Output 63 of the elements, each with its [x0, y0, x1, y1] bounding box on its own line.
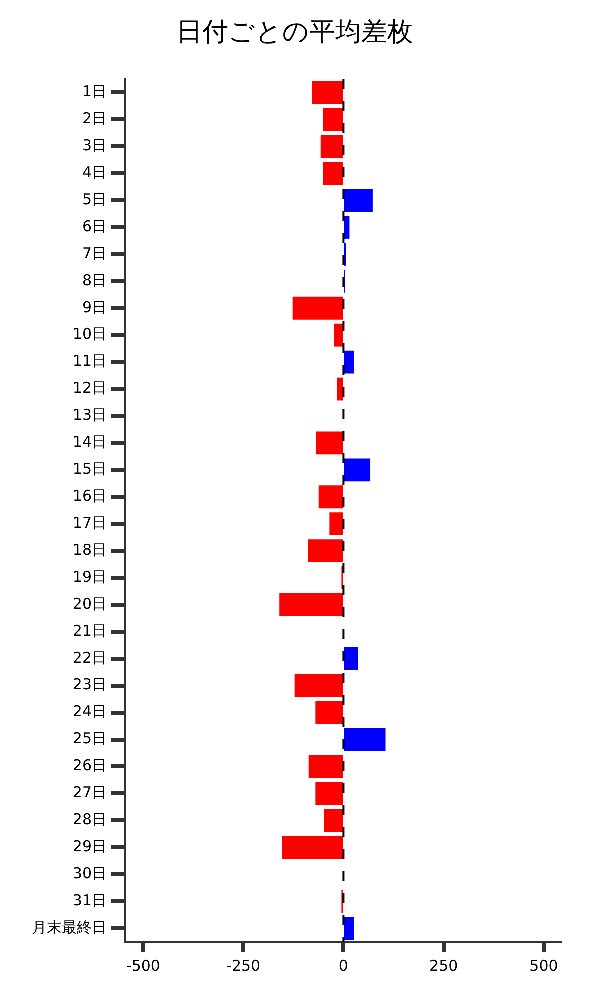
y-tick-label: 7日 — [82, 244, 107, 262]
bar — [334, 324, 344, 347]
y-tick-label: 14日 — [72, 433, 107, 452]
y-tick-label: 9日 — [82, 298, 107, 316]
bar — [294, 674, 344, 698]
y-tick-label: 17日 — [72, 514, 107, 532]
y-tick-label: 2日 — [82, 110, 107, 128]
bar — [316, 432, 344, 455]
y-tick-label: 24日 — [72, 702, 107, 721]
y-tick-label: 18日 — [72, 540, 107, 559]
x-tick-label: 500 — [530, 956, 558, 975]
y-tick-label: 29日 — [72, 838, 107, 856]
bar — [308, 755, 344, 778]
y-tick-label: 4日 — [82, 163, 107, 182]
y-tick-label: 10日 — [72, 325, 107, 344]
y-tick-label: 5日 — [82, 190, 107, 208]
chart-title: 日付ごとの平均差枚 — [176, 17, 414, 48]
bar — [282, 836, 344, 860]
bar — [344, 728, 386, 752]
bar — [316, 782, 344, 806]
x-tick-label: -500 — [126, 956, 160, 975]
y-tick-label: 20日 — [72, 594, 107, 613]
y-tick-label: 1日 — [82, 82, 107, 101]
y-tick-label: 21日 — [72, 622, 107, 640]
bar — [344, 350, 354, 374]
x-tick-label: -250 — [226, 956, 261, 975]
bar — [344, 242, 347, 266]
bar — [344, 647, 359, 670]
y-tick-label: 13日 — [72, 406, 107, 424]
bar — [280, 594, 344, 616]
y-tick-label: 25日 — [72, 730, 107, 748]
y-tick-label: 26日 — [72, 756, 107, 775]
bar — [344, 216, 350, 239]
y-tick-label: 3日 — [82, 136, 107, 154]
y-tick-label: 23日 — [72, 676, 107, 694]
y-tick-label: 月末最終日 — [32, 918, 107, 936]
bar — [292, 296, 344, 320]
bar — [323, 108, 344, 132]
bar — [344, 917, 354, 940]
bar — [324, 809, 344, 832]
y-tick-label: 30日 — [72, 864, 107, 882]
y-tick-label: 12日 — [72, 379, 107, 398]
y-tick-label: 27日 — [72, 784, 107, 802]
y-tick-label: 28日 — [72, 810, 107, 829]
bar — [316, 701, 344, 724]
bar — [320, 135, 344, 158]
y-tick-label: 31日 — [72, 891, 107, 910]
y-tick-label: 19日 — [72, 568, 107, 586]
y-tick-label: 6日 — [82, 217, 107, 236]
bar — [344, 189, 373, 212]
y-tick-label: 15日 — [72, 460, 107, 478]
x-tick-label: 0 — [338, 956, 348, 975]
bar — [344, 458, 371, 482]
y-tick-label: 8日 — [82, 271, 107, 290]
bar — [323, 162, 344, 186]
y-tick-label: 11日 — [72, 352, 107, 370]
bar — [312, 81, 344, 104]
bar — [318, 486, 344, 509]
y-tick-label: 16日 — [72, 487, 107, 506]
x-tick-label: 250 — [430, 956, 458, 975]
bar — [308, 540, 344, 563]
y-tick-label: 22日 — [72, 648, 107, 667]
bar — [330, 512, 344, 536]
